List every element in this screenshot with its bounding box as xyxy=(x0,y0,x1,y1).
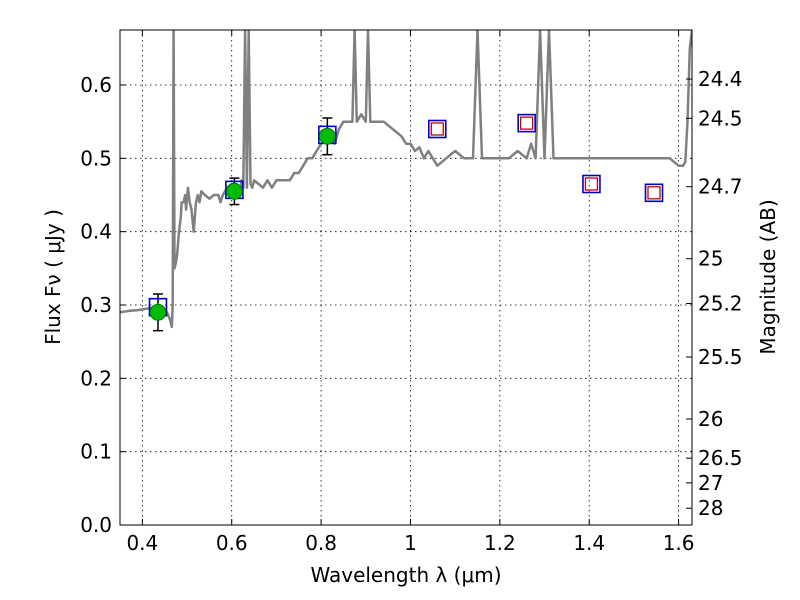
x-tick-label: 0.4 xyxy=(126,531,158,555)
model-photometry-square xyxy=(644,183,664,203)
right-tick-label: 24.4 xyxy=(698,67,743,91)
right-axis-label: Magnitude (AB) xyxy=(756,199,780,354)
upper-limit-square xyxy=(430,122,444,136)
model-photometry-square xyxy=(582,174,601,194)
right-tick-label: 24.5 xyxy=(698,106,743,130)
right-tick-label: 26 xyxy=(698,407,723,431)
y-tick-label: 0.2 xyxy=(80,366,112,390)
y-tick-label: 0.5 xyxy=(80,146,112,170)
model-photometry-square xyxy=(427,119,447,139)
y-tick-label: 0.4 xyxy=(80,220,112,244)
x-axis-label: Wavelength λ (μm) xyxy=(310,563,501,587)
x-tick-label: 1.4 xyxy=(573,531,605,555)
upper-limit-square xyxy=(584,177,599,191)
y-tick-label: 0.6 xyxy=(80,73,112,97)
observed-point xyxy=(225,182,243,200)
grid xyxy=(120,30,692,526)
plot-frame xyxy=(119,29,693,526)
y-tick-label: 0.3 xyxy=(80,293,112,317)
right-tick-label: 26.5 xyxy=(698,446,743,470)
x-tick-label: 0.8 xyxy=(305,531,337,555)
upper-limit-square xyxy=(647,186,661,200)
right-tick-label: 25.2 xyxy=(698,292,743,316)
photometry-layer xyxy=(148,113,664,332)
x-tick-label: 0.6 xyxy=(216,531,248,555)
x-tick-label: 1.6 xyxy=(663,531,695,555)
upper-limit-square xyxy=(520,116,534,130)
y-tick-label: 0.1 xyxy=(80,440,112,464)
x-tick-label: 1.2 xyxy=(484,531,516,555)
right-tick-label: 27 xyxy=(698,471,723,495)
observed-point xyxy=(149,303,167,321)
right-tick-label: 24.7 xyxy=(698,175,743,199)
y-axis-label: Flux Fν ( μJy ) xyxy=(41,209,65,345)
model-photometry-square xyxy=(517,113,536,133)
observed-point xyxy=(318,127,336,145)
right-tick-label: 28 xyxy=(698,496,723,520)
right-tick-label: 25.5 xyxy=(698,345,743,369)
ticks: 0.4 0.6 0.8 1 1.2 1.4 1.6 0.0 0.1 0.2 0.3 0.4 0.5 0.6… xyxy=(80,30,743,555)
plot-background xyxy=(120,30,692,525)
right-tick-label: 25 xyxy=(698,247,723,271)
x-tick-label: 1 xyxy=(404,531,417,555)
y-tick-label: 0.0 xyxy=(80,513,112,537)
